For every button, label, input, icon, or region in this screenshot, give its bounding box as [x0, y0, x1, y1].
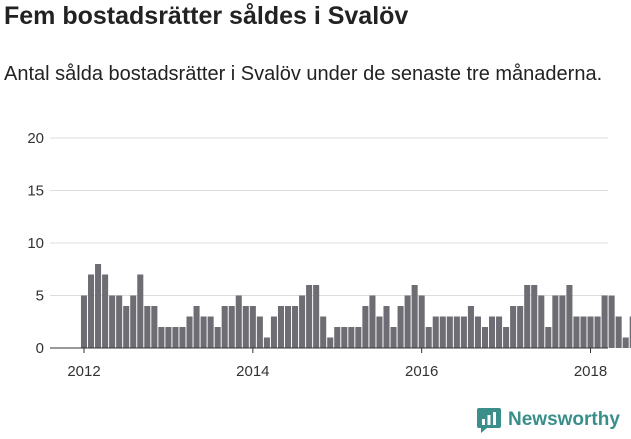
bar [193, 306, 200, 348]
bar [404, 295, 411, 348]
bar [538, 295, 545, 348]
bar [348, 327, 355, 348]
y-tick-label: 10 [27, 235, 44, 252]
bar [151, 306, 158, 348]
bar [481, 327, 489, 348]
bar [327, 337, 334, 348]
bar [249, 306, 256, 348]
bar [460, 316, 467, 348]
y-tick-label: 5 [36, 288, 44, 305]
bar [200, 316, 207, 348]
bar [362, 306, 369, 348]
bar [622, 337, 629, 348]
bar [313, 285, 320, 348]
bar [228, 306, 235, 348]
bar [242, 306, 249, 348]
bar [95, 264, 102, 348]
bar [369, 295, 376, 348]
bar [130, 295, 137, 348]
bar [608, 295, 615, 348]
bar [256, 316, 263, 348]
bar [116, 295, 123, 348]
bar [263, 337, 270, 348]
bar [425, 327, 432, 348]
bar [432, 316, 439, 348]
y-tick-label: 20 [27, 130, 44, 147]
x-tick-label: 2014 [236, 363, 269, 380]
bar [594, 316, 601, 348]
bar [524, 285, 531, 348]
bar [341, 327, 348, 348]
bar [186, 316, 193, 348]
bar [221, 306, 228, 348]
chart-title: Fem bostadsrätter såldes i Svalöv [4, 2, 409, 30]
bar-series [80, 264, 631, 348]
x-tick-label: 2018 [574, 363, 607, 380]
bar [517, 306, 524, 348]
bar [207, 316, 214, 348]
bar [545, 327, 552, 348]
chart-subtitle: Antal sålda bostadsrätter i Svalöv under… [4, 63, 603, 85]
y-tick-label: 15 [27, 183, 44, 200]
bar [179, 327, 186, 348]
bar [439, 316, 446, 348]
bar [144, 306, 151, 348]
brand-name: Newsworthy [508, 409, 620, 430]
bar [580, 316, 587, 348]
newsworthy-logo-icon [477, 408, 501, 433]
bar [270, 316, 277, 348]
bar [467, 306, 474, 348]
bar [306, 285, 313, 348]
bar [123, 306, 130, 348]
bar [88, 274, 95, 348]
bar [510, 306, 517, 348]
bar [418, 295, 425, 348]
x-axis: 20122014201620182020202220242026 [50, 347, 608, 380]
bar [102, 274, 109, 348]
bar [566, 285, 573, 348]
bar [587, 316, 594, 348]
bar [552, 295, 559, 348]
bar [489, 316, 496, 348]
bar [235, 295, 242, 348]
bar [320, 316, 327, 348]
bar [601, 295, 608, 348]
bar [496, 316, 503, 348]
bar [109, 295, 116, 348]
bar [284, 306, 292, 348]
bar [158, 327, 165, 348]
bar [376, 316, 383, 348]
bar [453, 316, 460, 348]
bar [446, 316, 453, 348]
bar [474, 316, 481, 348]
x-tick-label: 2016 [405, 363, 438, 380]
x-tick-label: 2012 [67, 363, 100, 380]
bar [629, 316, 631, 348]
bar [573, 316, 580, 348]
bar [172, 327, 179, 348]
bar [383, 306, 390, 348]
bar [277, 306, 284, 348]
newsworthy-brand: Newsworthy [476, 406, 620, 434]
bar [334, 327, 341, 348]
bar [397, 306, 404, 348]
bar [503, 327, 510, 348]
bar [531, 285, 538, 348]
y-tick-label: 0 [36, 340, 44, 357]
bar [411, 285, 418, 348]
bar [615, 316, 622, 348]
bar [137, 274, 144, 348]
bar [355, 327, 362, 348]
bar [390, 327, 397, 348]
bar [299, 295, 306, 348]
bar [214, 327, 221, 348]
bar [559, 295, 566, 348]
bar [80, 295, 88, 348]
bar [292, 306, 299, 348]
bar [165, 327, 172, 348]
